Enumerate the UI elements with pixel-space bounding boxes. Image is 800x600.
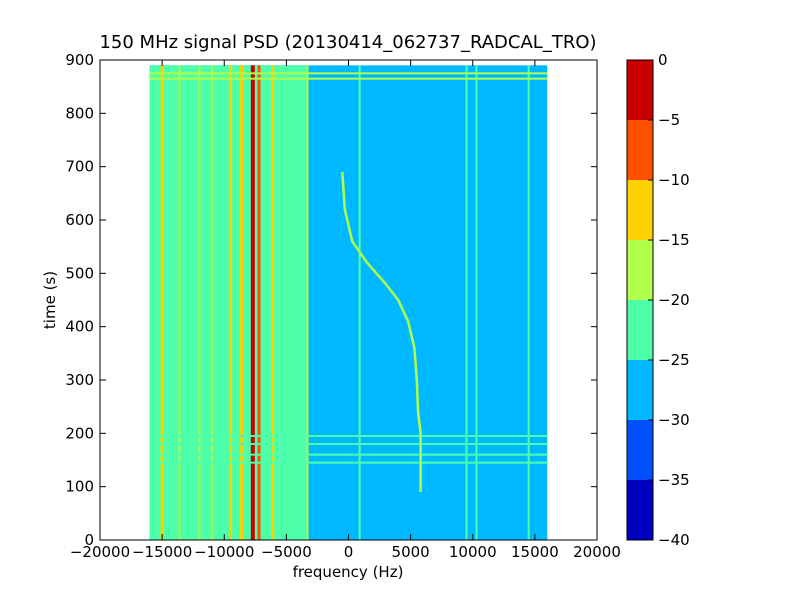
x-tick-label: 15000: [511, 543, 559, 561]
x-tick-label: −15000: [132, 543, 192, 561]
spectral-line: [465, 65, 468, 540]
colorbar-tick-label: 0: [658, 51, 668, 69]
spectral-line: [358, 65, 361, 540]
spectral-line: [178, 65, 181, 540]
spectral-line: [257, 65, 261, 540]
interference-line: [149, 77, 548, 80]
spectral-line: [306, 65, 309, 540]
y-axis: 0 100 200 300 400 500 600 700 800 900: [65, 51, 597, 549]
y-tick-label: 300: [65, 371, 94, 389]
colorbar-tick-label: −35: [658, 471, 690, 489]
x-tick-label: −10000: [194, 543, 254, 561]
y-tick-label: 100: [65, 478, 94, 496]
spectral-line: [210, 65, 213, 540]
spectral-line: [160, 65, 164, 540]
x-tick-label: 10000: [449, 543, 497, 561]
y-tick-label: 800: [65, 104, 94, 122]
x-tick-label: 20000: [573, 543, 621, 561]
colorbar-segment: [627, 60, 653, 120]
y-tick-label: 400: [65, 318, 94, 336]
colorbar-segment: [627, 120, 653, 180]
y-axis-label: time (s): [41, 271, 59, 329]
colorbar-segment: [627, 360, 653, 420]
colorbar-tick-label: −20: [658, 291, 690, 309]
spectral-line: [198, 65, 201, 540]
y-tick-label: 700: [65, 158, 94, 176]
colorbar-segment: [627, 480, 653, 540]
x-axis: −20000 −15000 −10000 −5000 0 5000 10000 15000 20…: [70, 60, 621, 561]
interference-line: [149, 453, 548, 456]
x-axis-label: frequency (Hz): [293, 563, 404, 581]
colorbar-tick-label: −15: [658, 231, 690, 249]
x-tick-label: −20000: [70, 543, 130, 561]
spectral-line: [250, 65, 255, 540]
spectral-line: [475, 65, 478, 540]
signal-track: [341, 171, 422, 492]
spectral-line: [271, 65, 275, 540]
chart-title: 150 MHz signal PSD (20130414_062737_RADC…: [99, 32, 596, 53]
interference-line: [149, 435, 548, 437]
interference-line: [149, 461, 548, 464]
colorbar-tick-label: −40: [658, 531, 690, 549]
y-tick-label: 600: [65, 211, 94, 229]
interference-line: [149, 72, 548, 75]
spectral-line: [527, 65, 530, 540]
colorbar-segment: [627, 420, 653, 480]
colorbar-tick-label: −25: [658, 351, 690, 369]
colorbar-tick-label: −10: [658, 171, 690, 189]
colorbar: −40 −35 −30 −25 −20 −15 −10 −5 0: [626, 51, 690, 549]
psd-strong-band: [149, 65, 308, 540]
y-tick-label: 200: [65, 424, 94, 442]
spectral-line: [240, 65, 244, 540]
x-tick-label: 5000: [392, 543, 430, 561]
y-tick-label: 900: [65, 51, 94, 69]
colorbar-tick-label: −5: [658, 111, 680, 129]
y-tick-label: 0: [84, 531, 94, 549]
y-tick-label: 500: [65, 264, 94, 282]
colorbar-segment: [627, 180, 653, 240]
x-tick-label: −5000: [261, 543, 312, 561]
spectral-line: [228, 65, 232, 540]
interference-line: [149, 443, 548, 445]
colorbar-segment: [627, 240, 653, 300]
plot-area: −20000 −15000 −10000 −5000 0 5000 10000 15000 20…: [65, 51, 621, 561]
heatmap-layer: [149, 65, 548, 540]
colorbar-segment: [627, 300, 653, 360]
colorbar-tick-label: −30: [658, 411, 690, 429]
x-tick-label: 0: [344, 543, 354, 561]
